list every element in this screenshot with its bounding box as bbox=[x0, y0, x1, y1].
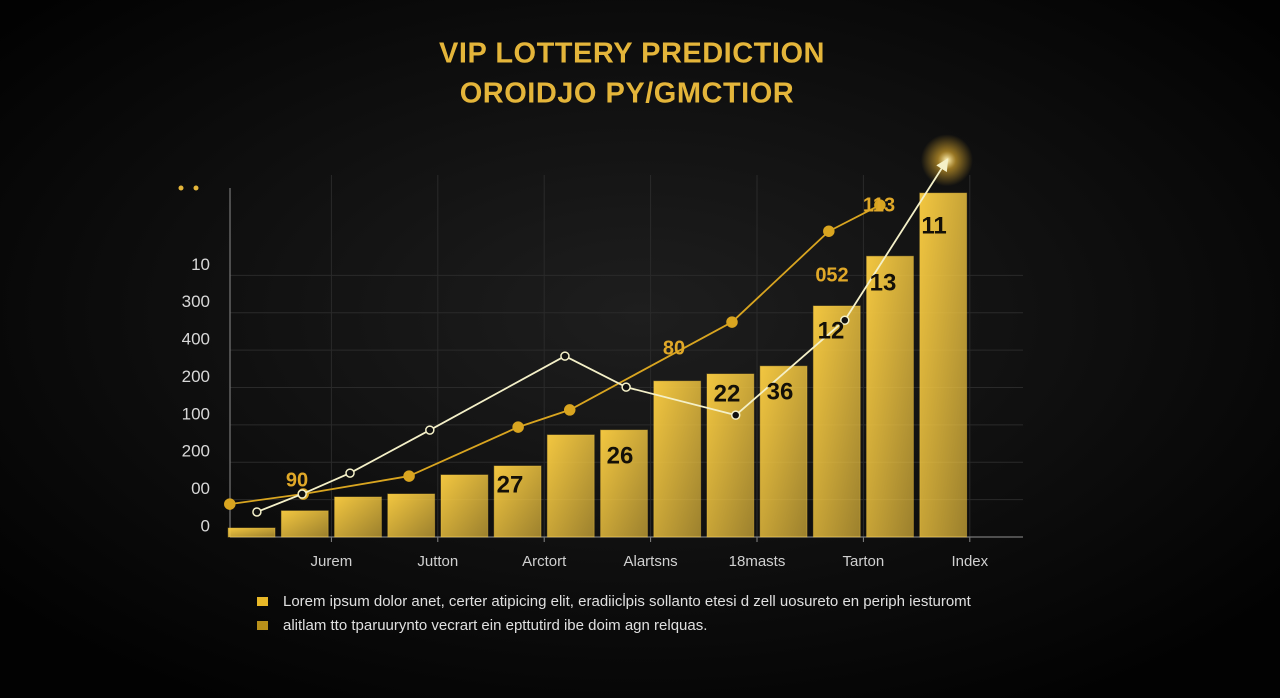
bar bbox=[919, 192, 968, 538]
line bbox=[229, 204, 881, 505]
line-dot bbox=[726, 316, 738, 328]
annotation: 13 bbox=[870, 269, 897, 296]
line-dot bbox=[425, 425, 435, 435]
line-dot bbox=[252, 507, 262, 517]
bar bbox=[334, 496, 382, 538]
line-dot bbox=[345, 468, 355, 478]
annotation: 11 bbox=[921, 212, 946, 239]
line-dot bbox=[560, 351, 570, 361]
line-dot bbox=[730, 410, 741, 420]
y-tick-label: 200 bbox=[182, 442, 210, 461]
bar bbox=[812, 305, 861, 538]
line-dot bbox=[512, 421, 524, 433]
legend-label: Lorem ipsum dolor anet, certer atipicing… bbox=[283, 592, 972, 610]
y-tick-label: 200 bbox=[182, 367, 210, 386]
bar bbox=[546, 434, 595, 538]
legend-label: alitlam tto tparuurynto vecrart ein eptt… bbox=[283, 617, 707, 634]
x-tick-label: Index bbox=[951, 553, 988, 570]
bar bbox=[759, 365, 808, 538]
y-tick-label: 0 bbox=[201, 516, 210, 535]
y-tick-label: 10 bbox=[191, 255, 210, 274]
chart-subtitle: OROIDJO PY/GMCTIOR bbox=[460, 78, 794, 110]
bar bbox=[706, 373, 755, 538]
legend-swatch bbox=[257, 621, 268, 630]
annotation: 80 bbox=[663, 337, 685, 359]
bar bbox=[600, 429, 648, 538]
line-dot bbox=[621, 382, 631, 392]
bar bbox=[280, 510, 329, 538]
annotation: 27 bbox=[497, 471, 524, 498]
chart-title: VIP LOTTERY PREDICTION bbox=[439, 38, 825, 70]
x-tick-label: Jurem bbox=[311, 553, 353, 570]
line-dot bbox=[840, 315, 850, 325]
decor-dot bbox=[178, 185, 184, 191]
line-dot bbox=[874, 199, 886, 211]
line-dot bbox=[823, 225, 835, 237]
annotation: 22 bbox=[714, 380, 741, 407]
annotation: 36 bbox=[767, 378, 794, 405]
bar bbox=[227, 527, 276, 538]
bar bbox=[493, 465, 542, 538]
decor-dot bbox=[193, 185, 199, 191]
y-tick-label: 300 bbox=[182, 292, 210, 311]
bar bbox=[387, 493, 436, 538]
annotation: 12 bbox=[818, 317, 845, 344]
x-tick-label: 18masts bbox=[729, 553, 786, 570]
legend-swatch bbox=[257, 597, 268, 606]
x-tick-label: Arctort bbox=[522, 553, 567, 570]
annotation: 052 bbox=[815, 264, 848, 286]
line-dot bbox=[297, 489, 307, 499]
bar bbox=[653, 380, 702, 538]
x-tick-label: Tarton bbox=[843, 553, 885, 570]
y-tick-label: 400 bbox=[182, 330, 210, 349]
x-tick-label: Jutton bbox=[417, 553, 458, 570]
line-dot bbox=[224, 498, 236, 510]
y-tick-label: 00 bbox=[191, 479, 210, 498]
bar bbox=[866, 255, 914, 538]
line-dot bbox=[563, 404, 576, 416]
y-tick-label: 100 bbox=[182, 404, 210, 423]
annotation: 26 bbox=[607, 442, 634, 469]
x-tick-label: Alartsns bbox=[624, 553, 678, 570]
bar bbox=[440, 474, 489, 538]
annotation: 90 bbox=[286, 469, 308, 491]
annotation: 113 bbox=[863, 194, 895, 216]
line-dot bbox=[403, 470, 415, 482]
